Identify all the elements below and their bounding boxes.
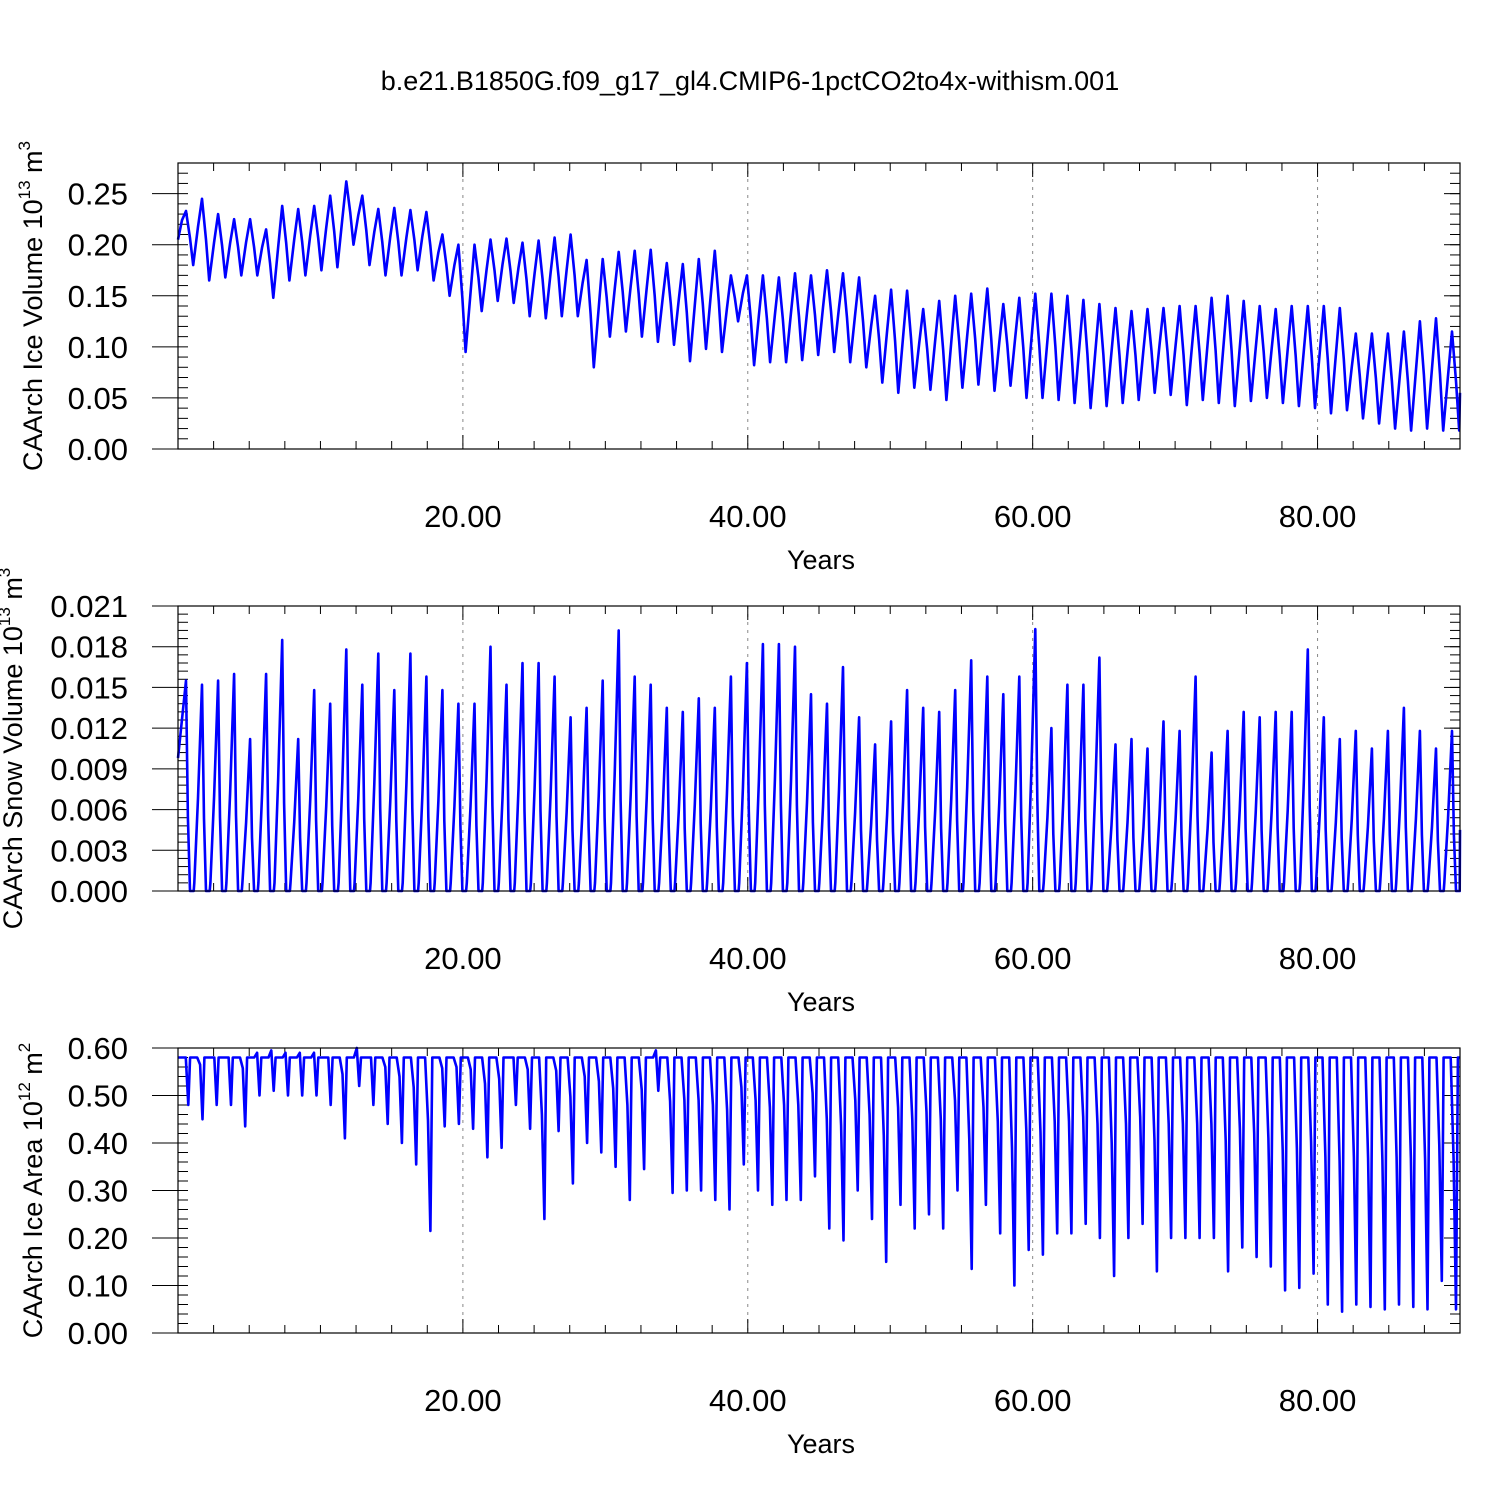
panel-ice-volume: 0.00 0.05 0.10 0.15 0.20 0.25 20.00 40.00 60.00 8… — [15, 141, 1462, 575]
y-tick-label: 0.003 — [50, 833, 128, 868]
x-tick-label: 20.00 — [424, 941, 502, 976]
x-tick-label: 60.00 — [994, 1383, 1072, 1418]
x-tick-label: 40.00 — [709, 499, 787, 534]
y-tick-label: 0.009 — [50, 752, 128, 787]
y-tick-label: 0.006 — [50, 793, 128, 828]
y-tick-label: 0.021 — [50, 589, 128, 624]
x-tick-label: 60.00 — [994, 941, 1072, 976]
plot-frame — [177, 162, 1461, 450]
y-axis-label: CAArch Ice Volume 1013 m3 — [15, 141, 48, 471]
y-tick-label: 0.000 — [50, 874, 128, 909]
x-tick-label: 80.00 — [1279, 1383, 1357, 1418]
y-axis-label-ylabel-unit_exp: 3 — [0, 568, 14, 577]
x-tick-label: 20.00 — [424, 1383, 502, 1418]
x-tick-label: 40.00 — [709, 941, 787, 976]
y-axis-label-ylabel-unit_exp: 2 — [15, 1043, 34, 1052]
y-axis-label: CAArch Ice Area 1012 m2 — [15, 1043, 48, 1339]
y-tick-label: 0.25 — [68, 177, 128, 212]
y-tick-label: 0.30 — [68, 1174, 128, 1209]
figure-title: b.e21.B1850G.f09_g17_gl4.CMIP6-1pctCO2to… — [381, 66, 1119, 96]
y-tick-label: 0.15 — [68, 279, 128, 314]
y-tick-label: 0.60 — [68, 1031, 128, 1066]
y-tick-label: 0.40 — [68, 1126, 128, 1161]
y-axis-label-ylabel-unit: m — [18, 150, 48, 180]
x-axis-label: Years — [787, 1429, 855, 1459]
plot-frame — [177, 605, 1461, 892]
y-tick-label: 0.10 — [68, 330, 128, 365]
y-axis-label-ylabel-unit: m — [18, 1052, 48, 1082]
y-axis-label-ylabel: CAArch Snow Volume 10 — [0, 626, 28, 929]
y-axis-label-ylabel-exp: 13 — [0, 607, 14, 626]
y-tick-label: 0.00 — [68, 1316, 128, 1351]
y-tick-label: 0.018 — [50, 630, 128, 665]
x-axis-label: Years — [787, 987, 855, 1017]
y-tick-label: 0.015 — [50, 670, 128, 705]
x-tick-label: 80.00 — [1279, 941, 1357, 976]
y-tick-label: 0.00 — [68, 432, 128, 467]
y-tick-label: 0.20 — [68, 1221, 128, 1256]
y-tick-label: 0.05 — [68, 381, 128, 416]
y-axis-label: CAArch Snow Volume 1013 m3 — [0, 568, 28, 930]
y-tick-label: 0.012 — [50, 711, 128, 746]
y-tick-label: 0.10 — [68, 1269, 128, 1304]
x-tick-label: 60.00 — [994, 499, 1072, 534]
panel-snow-volume: 0.000 0.003 0.006 0.009 0.012 0.015 0.018 0.021… — [0, 568, 1462, 1017]
series-line — [178, 1046, 1460, 1313]
y-axis-label-ylabel-unit_exp: 3 — [15, 141, 34, 150]
x-tick-label: 40.00 — [709, 1383, 787, 1418]
y-axis-label-ylabel: CAArch Ice Area 10 — [18, 1101, 48, 1338]
y-axis-label-ylabel-unit: m — [0, 577, 28, 607]
x-axis-label: Years — [787, 545, 855, 575]
y-axis-label-ylabel: CAArch Ice Volume 10 — [18, 199, 48, 471]
x-tick-label: 20.00 — [424, 499, 502, 534]
x-tick-label: 80.00 — [1279, 499, 1357, 534]
plot-frame — [177, 1047, 1461, 1334]
series-line — [176, 180, 1462, 432]
panel-ice-area: 0.00 0.10 0.20 0.30 0.40 0.50 0.60 20.00 40.00 60… — [15, 1031, 1461, 1459]
y-axis-label-ylabel-exp: 12 — [15, 1082, 34, 1101]
y-tick-label: 0.50 — [68, 1079, 128, 1114]
y-axis-label-ylabel-exp: 13 — [15, 180, 34, 199]
y-tick-label: 0.20 — [68, 228, 128, 263]
